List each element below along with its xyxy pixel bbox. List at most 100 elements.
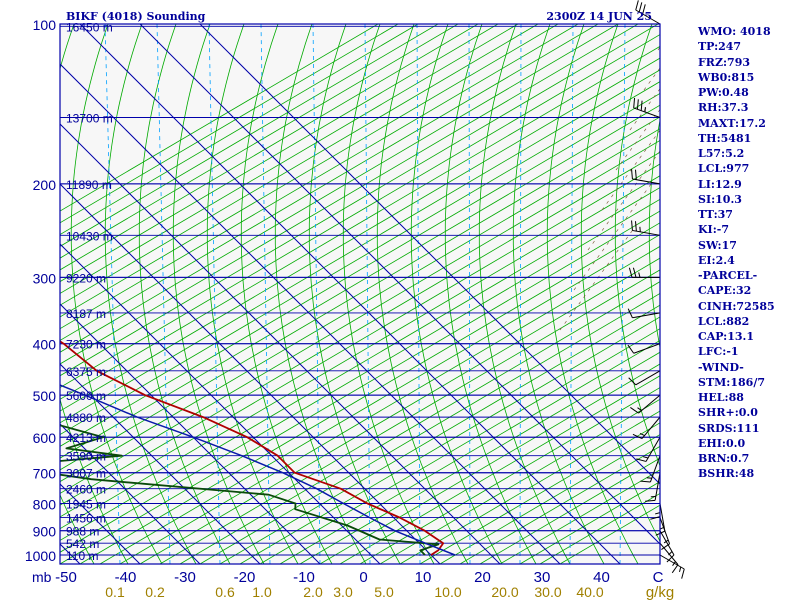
- pressure-tick-label: 500: [33, 388, 57, 404]
- moist-adiabat: [0, 14, 26, 564]
- height-label: 110 m: [66, 549, 98, 563]
- parcel-line: [60, 384, 456, 556]
- isotherm: [139, 24, 660, 545]
- dry-adiabat: [60, 151, 660, 506]
- temp-tick-label: 20: [474, 569, 491, 586]
- height-label: 4880 m: [66, 411, 106, 425]
- wind-barb-flag: [636, 99, 639, 110]
- wind-barb-flag: [635, 0, 639, 11]
- dry-adiabat: [60, 24, 659, 377]
- dry-adiabat: [60, 24, 379, 212]
- pressure-tick-label: 200: [33, 177, 57, 193]
- dry-adiabat: [239, 316, 660, 564]
- mixing-ratio-label: 40.0: [576, 584, 603, 600]
- temp-tick-label: -20: [234, 569, 256, 586]
- dry-adiabat: [60, 24, 439, 247]
- dry-adiabat: [60, 24, 599, 341]
- mixing-ratio-label: 20.0: [491, 584, 518, 600]
- dry-adiabat: [60, 81, 660, 436]
- wind-barb-flag: [634, 221, 637, 232]
- dry-adiabat: [60, 175, 660, 530]
- isotherm: [60, 303, 321, 564]
- index-item: LI:12.9: [698, 177, 742, 191]
- isotherm: [0, 0, 22, 566]
- wind-barb-half-flag: [638, 272, 641, 278]
- dry-adiabat: [60, 24, 479, 271]
- wind-barb-flag: [631, 168, 633, 180]
- stability-line: [559, 219, 641, 331]
- isotherm: [60, 363, 261, 564]
- height-label: 7230 m: [66, 338, 106, 352]
- wind-barb-flag: [632, 267, 637, 278]
- isotherm: [60, 63, 561, 564]
- mixing-ratio-line: [104, 24, 121, 564]
- station-title: BIKF (4018) Sounding: [66, 10, 206, 23]
- height-label: 13700 m: [66, 112, 113, 126]
- index-item: SRDS:111: [698, 421, 760, 435]
- dry-adiabat: [379, 398, 660, 564]
- isotherm: [60, 183, 441, 564]
- wind-barb: [659, 542, 679, 565]
- dry-adiabat: [259, 328, 660, 564]
- wind-barb: [633, 107, 661, 118]
- dry-adiabat: [419, 422, 660, 564]
- isotherm: [79, 24, 621, 564]
- mixing-ratio-line: [156, 24, 171, 564]
- temp-unit-label: C: [653, 569, 664, 586]
- dry-adiabat: [60, 24, 419, 236]
- index-item: MAXT:17.2: [698, 116, 766, 130]
- wind-barb-flag: [642, 4, 646, 15]
- plot-frame: [59, 23, 661, 565]
- dry-adiabat: [60, 24, 399, 224]
- index-item: SI:10.3: [698, 192, 742, 206]
- height-label: 3007 m: [66, 467, 106, 481]
- pressure-tick-label: 700: [33, 466, 57, 482]
- wind-barb-flag: [630, 407, 639, 414]
- wind-barb: [654, 472, 661, 501]
- dewpoint-line: [60, 424, 440, 556]
- temp-tick-label: 10: [415, 569, 432, 586]
- temp-tick-label: -30: [174, 569, 196, 586]
- height-label: 542 m: [66, 537, 99, 551]
- dry-adiabat: [60, 24, 619, 353]
- height-label: 9220 m: [66, 271, 106, 285]
- mixing-ratio-label: 5.0: [374, 584, 394, 600]
- wind-barb: [632, 312, 661, 319]
- dry-adiabat: [60, 163, 660, 518]
- dry-adiabat: [60, 92, 660, 447]
- mixing-ratio-line: [416, 24, 421, 564]
- wind-barb-flag: [650, 516, 661, 520]
- temp-tick-label: 0: [359, 569, 367, 586]
- dry-adiabat: [60, 198, 660, 553]
- temperature-line: [60, 340, 445, 556]
- pressure-tick-label: 300: [33, 270, 57, 286]
- moist-adiabat: [648, 118, 660, 350]
- dry-adiabat: [60, 69, 660, 424]
- index-item: HEL:88: [698, 391, 744, 404]
- stability-line: [573, 179, 655, 291]
- index-item: RH:37.3: [698, 101, 749, 115]
- index-item: BRN:0.7: [698, 452, 750, 465]
- wind-barb-flag: [645, 499, 656, 502]
- mixing-ratio-label: 3.0: [333, 584, 353, 600]
- dry-adiabat: [60, 24, 499, 283]
- mixing-ratio-line: [569, 24, 574, 564]
- pressure-tick-label: 900: [33, 524, 57, 540]
- mixing-ratio-line: [208, 24, 221, 564]
- wind-barb: [659, 503, 666, 532]
- dry-adiabat: [60, 24, 539, 306]
- dry-adiabat: [79, 222, 660, 564]
- wind-barb: [635, 370, 661, 386]
- moist-adiabat: [614, 24, 660, 467]
- dry-adiabat: [60, 128, 660, 483]
- wind-barb-half-flag: [679, 566, 682, 572]
- temp-tick-label: -10: [293, 569, 315, 586]
- mixing-ratio-label: 2.0: [303, 584, 323, 600]
- height-label: 11890 m: [66, 178, 112, 192]
- dry-adiabat: [60, 140, 660, 494]
- index-item: SHR+:0.0: [698, 406, 758, 420]
- dry-adiabat: [359, 387, 660, 564]
- wind-barb-flag: [627, 344, 635, 354]
- wind-barb-half-flag: [643, 456, 649, 459]
- index-item: WMO: 4018: [698, 25, 771, 38]
